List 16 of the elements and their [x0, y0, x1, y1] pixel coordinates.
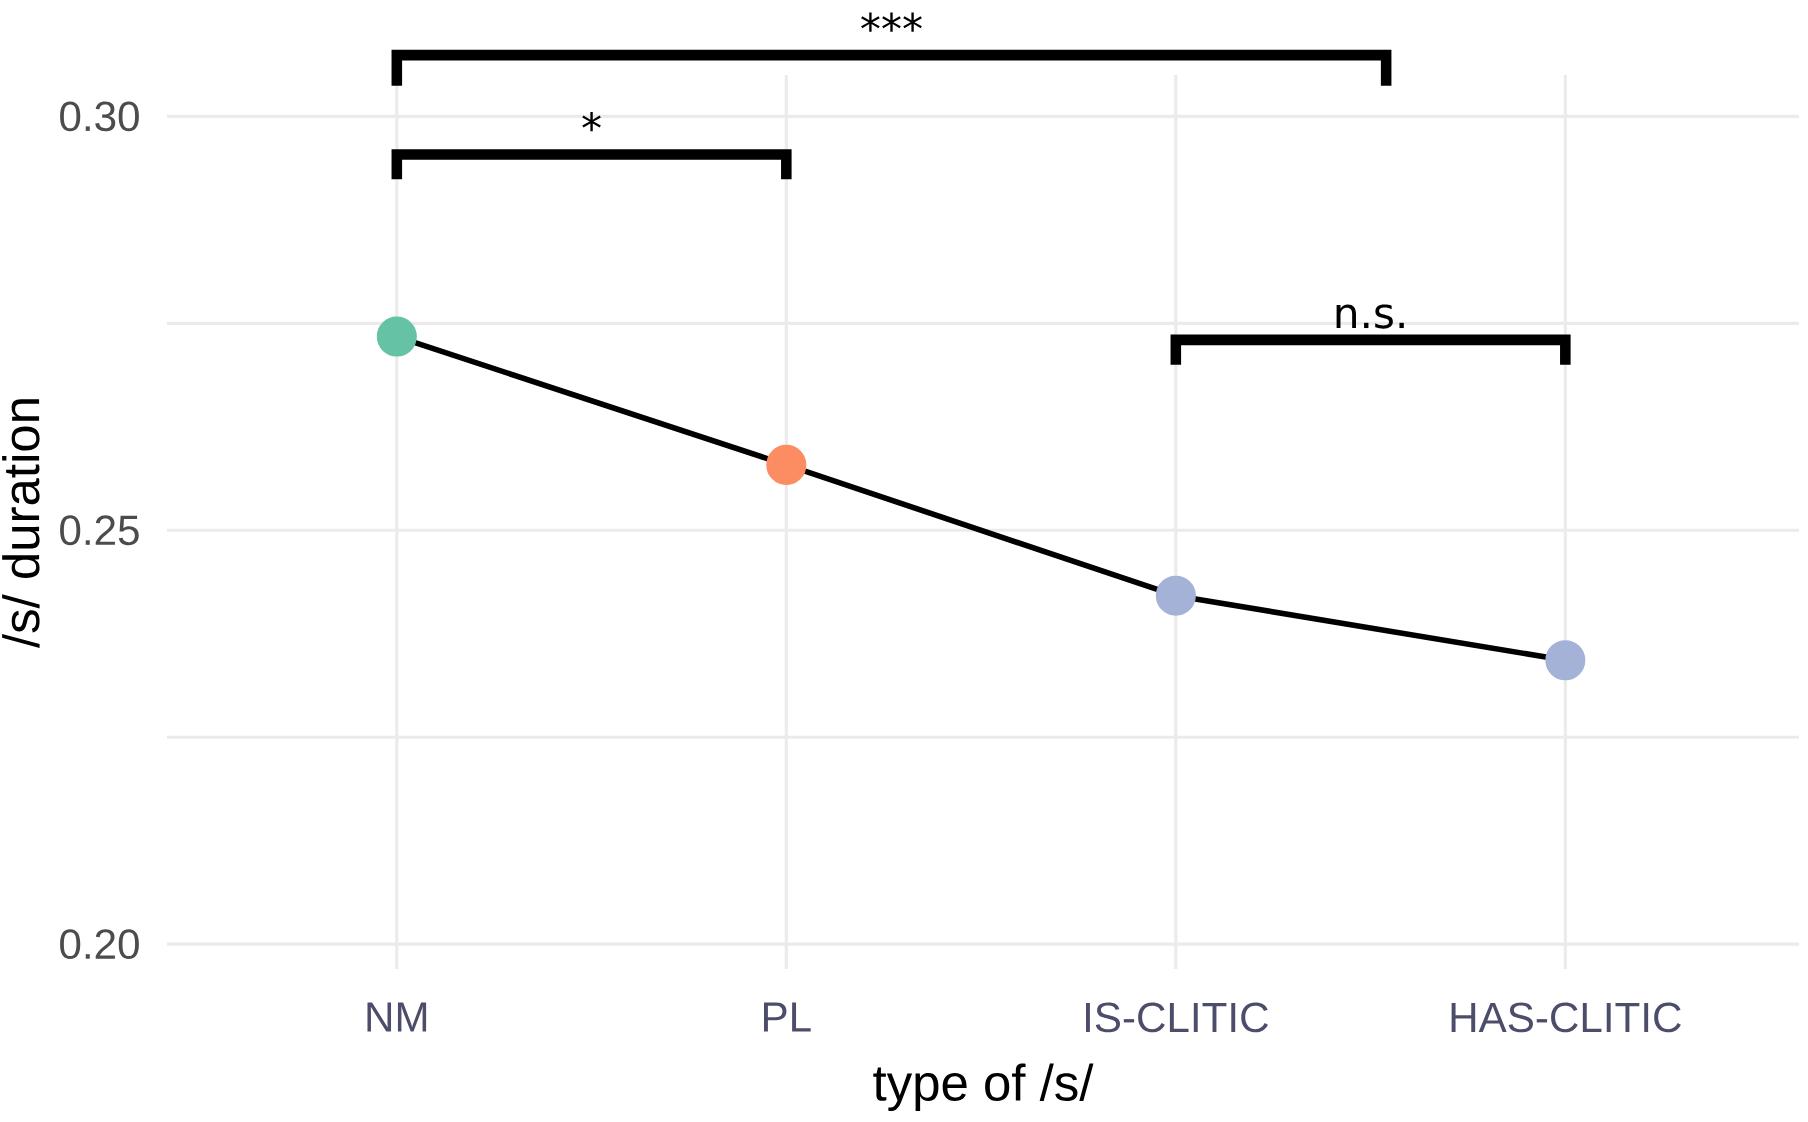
x-axis-title: type of /s/ — [873, 1063, 1094, 1112]
y-tick-label: 0.20 — [60, 929, 139, 960]
x-tick-label: HAS-CLITIC — [1451, 1002, 1681, 1033]
x-tick-label: NM — [367, 1002, 427, 1032]
text: *** — [861, 12, 922, 32]
point — [376, 316, 417, 357]
point — [1155, 575, 1196, 616]
x-tick-label: PL — [763, 1002, 811, 1032]
annotation: n.s. — [1336, 304, 1404, 329]
annotation: * — [582, 111, 601, 132]
point — [1545, 640, 1586, 681]
point — [766, 444, 807, 485]
y-tick-label: 0.25 — [60, 515, 139, 546]
y-axis-title: /s/ duration — [2, 399, 40, 649]
x-tick-label: IS-CLITIC — [1086, 1002, 1268, 1033]
y-tick-label: 0.30 — [60, 101, 139, 132]
